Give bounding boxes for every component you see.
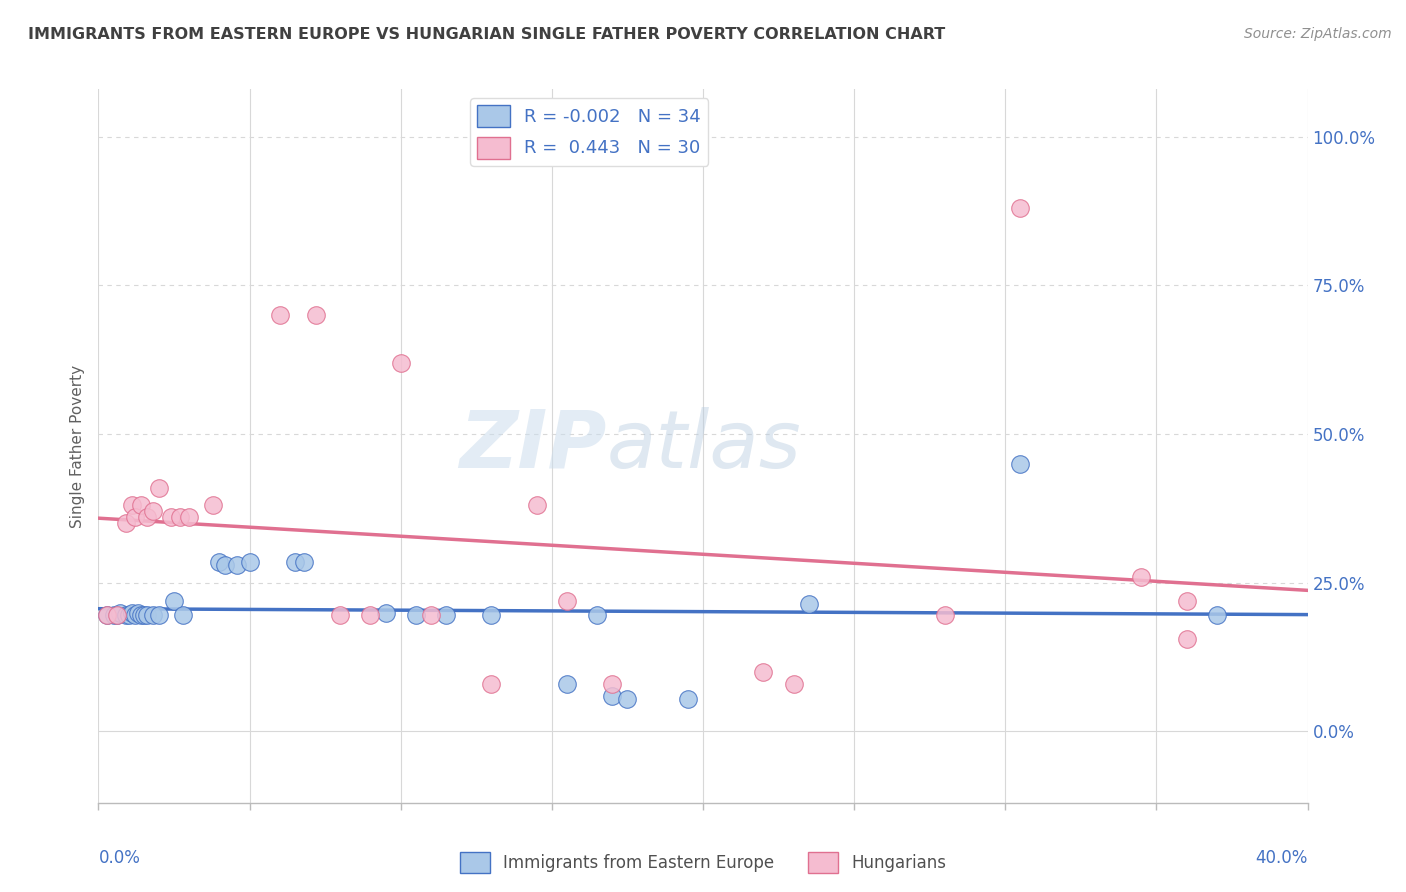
Point xyxy=(142,504,165,518)
Point xyxy=(305,308,328,322)
Point xyxy=(135,510,157,524)
Point xyxy=(163,593,186,607)
Text: Source: ZipAtlas.com: Source: ZipAtlas.com xyxy=(1244,27,1392,41)
Point xyxy=(129,608,152,623)
Point xyxy=(586,608,609,623)
Point xyxy=(105,608,128,623)
Point xyxy=(676,691,699,706)
Point xyxy=(129,499,152,513)
Point xyxy=(526,499,548,513)
Point xyxy=(105,608,128,623)
Point xyxy=(602,689,624,703)
Legend: Immigrants from Eastern Europe, Hungarians: Immigrants from Eastern Europe, Hungaria… xyxy=(453,846,953,880)
Legend: R = -0.002   N = 34, R =  0.443   N = 30: R = -0.002 N = 34, R = 0.443 N = 30 xyxy=(470,98,709,166)
Point xyxy=(226,558,249,572)
Point xyxy=(172,608,194,623)
Point xyxy=(169,510,191,524)
Point xyxy=(420,608,443,623)
Point xyxy=(214,558,236,572)
Point xyxy=(292,555,315,569)
Point xyxy=(284,555,307,569)
Point xyxy=(1175,593,1198,607)
Point xyxy=(374,606,396,620)
Point xyxy=(481,677,503,691)
Point xyxy=(239,555,262,569)
Point xyxy=(160,510,183,524)
Point xyxy=(555,677,578,691)
Point xyxy=(103,608,125,623)
Point xyxy=(96,608,118,623)
Point xyxy=(555,593,578,607)
Point xyxy=(434,608,457,623)
Point xyxy=(269,308,291,322)
Point xyxy=(127,606,149,620)
Point xyxy=(114,608,136,623)
Point xyxy=(481,608,503,623)
Point xyxy=(148,608,170,623)
Point xyxy=(389,356,412,370)
Point xyxy=(132,608,155,623)
Point xyxy=(114,516,136,531)
Point xyxy=(1175,632,1198,647)
Point xyxy=(118,608,141,623)
Point xyxy=(1010,457,1032,471)
Point xyxy=(135,608,157,623)
Point xyxy=(1130,570,1153,584)
Text: 0.0%: 0.0% xyxy=(98,849,141,867)
Point xyxy=(121,499,143,513)
Text: 40.0%: 40.0% xyxy=(1256,849,1308,867)
Text: IMMIGRANTS FROM EASTERN EUROPE VS HUNGARIAN SINGLE FATHER POVERTY CORRELATION CH: IMMIGRANTS FROM EASTERN EUROPE VS HUNGAR… xyxy=(28,27,945,42)
Point xyxy=(96,608,118,623)
Y-axis label: Single Father Poverty: Single Father Poverty xyxy=(69,365,84,527)
Point xyxy=(1206,608,1229,623)
Point xyxy=(360,608,382,623)
Point xyxy=(108,606,131,620)
Point xyxy=(121,606,143,620)
Point xyxy=(329,608,352,623)
Point xyxy=(142,608,165,623)
Point xyxy=(602,677,624,691)
Point xyxy=(148,481,170,495)
Point xyxy=(783,677,806,691)
Point xyxy=(1010,201,1032,215)
Point xyxy=(616,691,638,706)
Point xyxy=(202,499,225,513)
Text: atlas: atlas xyxy=(606,407,801,485)
Point xyxy=(124,608,146,623)
Point xyxy=(208,555,231,569)
Text: ZIP: ZIP xyxy=(458,407,606,485)
Point xyxy=(797,597,820,611)
Point xyxy=(934,608,956,623)
Point xyxy=(179,510,201,524)
Point xyxy=(124,510,146,524)
Point xyxy=(405,608,427,623)
Point xyxy=(752,665,775,679)
